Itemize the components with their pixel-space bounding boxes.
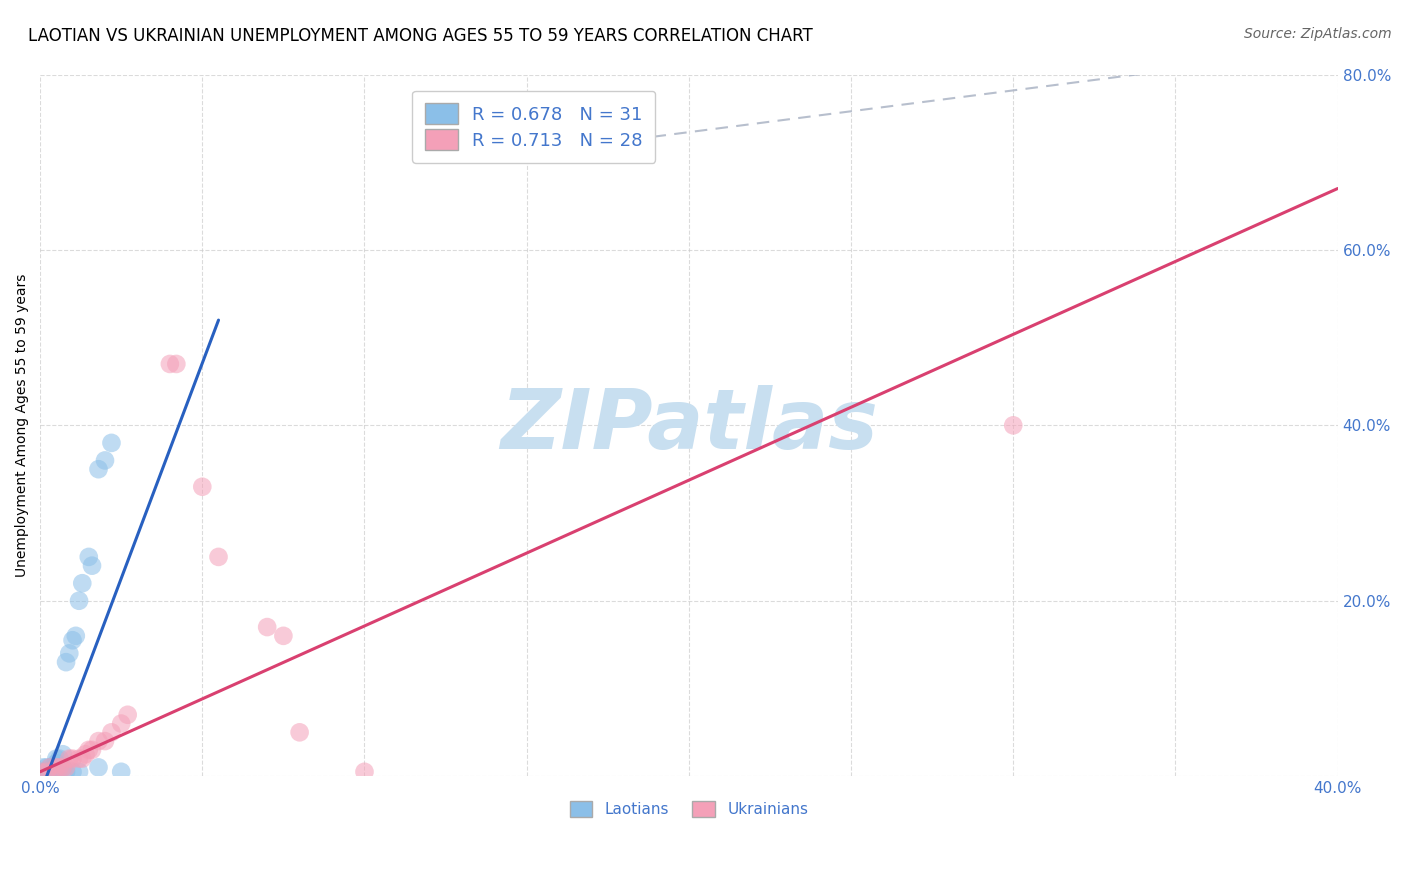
Point bbox=[87, 734, 110, 748]
Point bbox=[110, 716, 132, 731]
Point bbox=[48, 760, 70, 774]
Point bbox=[77, 743, 100, 757]
Point bbox=[165, 357, 187, 371]
Point bbox=[52, 760, 75, 774]
Point bbox=[80, 743, 103, 757]
Point bbox=[48, 751, 70, 765]
Point bbox=[42, 764, 65, 779]
Point bbox=[191, 480, 214, 494]
Point bbox=[35, 764, 58, 779]
Text: Source: ZipAtlas.com: Source: ZipAtlas.com bbox=[1244, 27, 1392, 41]
Point bbox=[32, 760, 55, 774]
Point bbox=[38, 760, 60, 774]
Point bbox=[94, 734, 117, 748]
Point bbox=[159, 357, 181, 371]
Point bbox=[94, 453, 117, 467]
Point bbox=[87, 760, 110, 774]
Point bbox=[100, 436, 122, 450]
Point bbox=[45, 756, 67, 770]
Point bbox=[38, 760, 60, 774]
Point bbox=[38, 764, 60, 779]
Point bbox=[42, 760, 65, 774]
Y-axis label: Unemployment Among Ages 55 to 59 years: Unemployment Among Ages 55 to 59 years bbox=[15, 274, 30, 577]
Point bbox=[30, 764, 52, 779]
Point bbox=[52, 747, 75, 762]
Point bbox=[52, 760, 75, 774]
Point bbox=[1002, 418, 1025, 433]
Point bbox=[32, 764, 55, 779]
Point bbox=[35, 760, 58, 774]
Point bbox=[67, 751, 90, 765]
Point bbox=[273, 629, 295, 643]
Point bbox=[45, 751, 67, 765]
Point bbox=[55, 764, 77, 779]
Point bbox=[58, 646, 80, 660]
Point bbox=[72, 576, 94, 591]
Point bbox=[55, 760, 77, 774]
Point bbox=[35, 764, 58, 779]
Point bbox=[62, 764, 84, 779]
Point bbox=[75, 747, 97, 762]
Point bbox=[110, 764, 132, 779]
Point bbox=[77, 549, 100, 564]
Legend: Laotians, Ukrainians: Laotians, Ukrainians bbox=[562, 793, 815, 825]
Text: ZIPatlas: ZIPatlas bbox=[501, 384, 877, 466]
Point bbox=[62, 633, 84, 648]
Point bbox=[80, 558, 103, 573]
Point bbox=[58, 751, 80, 765]
Point bbox=[65, 629, 87, 643]
Point bbox=[45, 760, 67, 774]
Point bbox=[72, 751, 94, 765]
Point bbox=[207, 549, 229, 564]
Point bbox=[67, 764, 90, 779]
Text: LAOTIAN VS UKRAINIAN UNEMPLOYMENT AMONG AGES 55 TO 59 YEARS CORRELATION CHART: LAOTIAN VS UKRAINIAN UNEMPLOYMENT AMONG … bbox=[28, 27, 813, 45]
Point bbox=[288, 725, 311, 739]
Point bbox=[353, 764, 375, 779]
Point bbox=[48, 760, 70, 774]
Point bbox=[117, 707, 139, 722]
Point bbox=[256, 620, 278, 634]
Point bbox=[45, 764, 67, 779]
Point bbox=[100, 725, 122, 739]
Point bbox=[62, 751, 84, 765]
Point bbox=[87, 462, 110, 476]
Point bbox=[55, 655, 77, 669]
Point bbox=[67, 593, 90, 607]
